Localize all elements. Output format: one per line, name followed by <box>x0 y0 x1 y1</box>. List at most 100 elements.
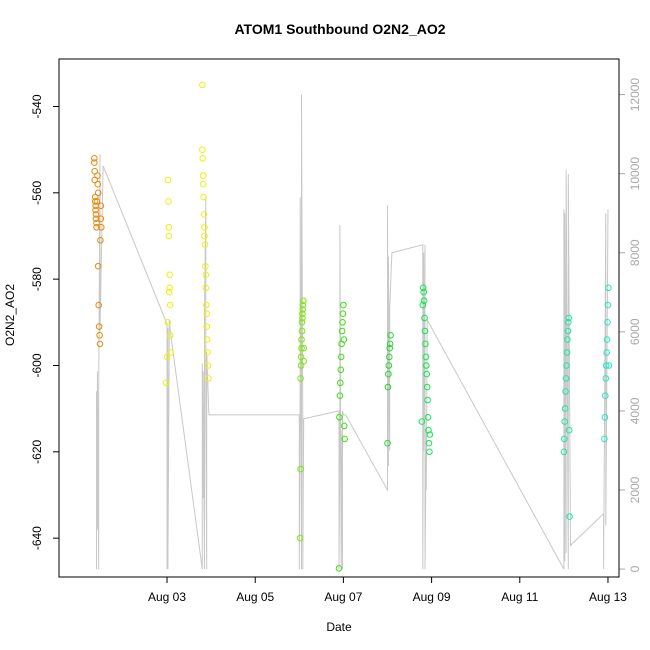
data-point <box>300 357 308 365</box>
x-tick-label: Aug 11 <box>501 590 538 604</box>
data-point <box>561 405 569 412</box>
data-point <box>385 370 392 378</box>
data-point <box>563 362 570 369</box>
data-point <box>426 448 433 456</box>
data-point <box>298 319 306 326</box>
series-group <box>335 301 349 572</box>
y-tick-label: -540 <box>30 94 44 118</box>
data-point <box>561 435 568 443</box>
data-point <box>97 202 105 210</box>
series-group <box>91 155 105 348</box>
y2-tick-label: 8000 <box>628 239 642 266</box>
data-point <box>203 323 210 330</box>
data-point <box>602 392 609 400</box>
data-point <box>165 198 172 205</box>
data-point <box>92 206 99 214</box>
data-point <box>201 232 208 240</box>
data-point <box>564 336 571 343</box>
data-point <box>337 353 345 361</box>
series-group <box>296 297 308 542</box>
data-point <box>384 383 392 391</box>
data-point <box>565 314 573 322</box>
y-tick-label: -640 <box>30 526 44 550</box>
data-point <box>203 336 211 343</box>
data-point <box>424 396 431 404</box>
data-point <box>94 172 101 179</box>
data-point <box>418 418 426 425</box>
data-point <box>564 327 572 335</box>
data-point <box>605 284 612 292</box>
data-point <box>605 362 613 369</box>
data-point <box>419 284 427 292</box>
data-point <box>566 513 573 520</box>
data-point <box>202 262 209 270</box>
data-point <box>299 310 306 318</box>
series-group <box>162 81 212 387</box>
data-point <box>423 383 431 391</box>
data-point <box>166 301 174 309</box>
data-point <box>162 379 170 387</box>
data-point <box>93 224 100 231</box>
data-point <box>299 301 307 309</box>
data-point <box>565 426 573 434</box>
y-tick-label: -580 <box>30 267 44 291</box>
data-point <box>560 448 568 456</box>
data-point <box>164 176 172 184</box>
data-point <box>97 237 104 244</box>
data-point <box>386 344 394 352</box>
data-point <box>93 219 100 227</box>
data-point <box>199 180 207 188</box>
data-point <box>204 362 212 369</box>
data-point <box>298 336 305 343</box>
data-point <box>337 366 345 374</box>
data-point <box>298 327 306 335</box>
series-group <box>601 284 613 443</box>
data-point <box>604 319 611 326</box>
x-axis-label: Date <box>326 620 352 634</box>
data-point <box>200 193 207 201</box>
data-point <box>387 332 394 339</box>
data-point <box>297 375 304 382</box>
data-point <box>604 301 612 309</box>
data-point <box>300 344 308 352</box>
data-point <box>199 146 206 153</box>
data-point <box>91 193 99 201</box>
data-point <box>96 332 103 339</box>
data-point <box>420 297 428 305</box>
axes: Aug 03 Aug 05 Aug 07 Aug 09 Aug 11 Aug 13 -540… <box>30 78 642 604</box>
data-point <box>424 414 432 421</box>
series-group <box>560 314 573 520</box>
data-point <box>299 314 306 322</box>
y-tick-label: -600 <box>30 353 44 377</box>
data-point <box>91 155 98 162</box>
data-point <box>95 301 102 309</box>
y2-tick-label: 6000 <box>628 318 642 345</box>
x-tick-label: Aug 13 <box>589 590 627 604</box>
x-tick-label: Aug 05 <box>236 590 274 604</box>
data-point <box>205 375 212 382</box>
data-point <box>419 301 427 309</box>
data-point <box>166 271 173 279</box>
data-point <box>384 439 391 447</box>
data-point <box>422 353 430 361</box>
data-point <box>202 271 210 279</box>
data-point <box>420 288 428 296</box>
data-point <box>340 336 348 343</box>
data-point <box>296 534 304 542</box>
data-point <box>94 180 102 188</box>
y2-tick-label: 2000 <box>628 476 642 503</box>
data-point <box>386 340 394 348</box>
data-point <box>340 301 347 309</box>
y2-tick-label: 10000 <box>628 157 642 191</box>
data-point <box>94 189 102 197</box>
data-point <box>421 327 429 335</box>
secondary-series <box>96 94 609 570</box>
data-point <box>563 349 571 356</box>
data-point <box>97 215 105 222</box>
data-point <box>164 319 172 326</box>
data-point <box>562 375 570 382</box>
data-point <box>166 332 174 339</box>
data-point <box>341 422 348 430</box>
data-point <box>203 310 210 318</box>
